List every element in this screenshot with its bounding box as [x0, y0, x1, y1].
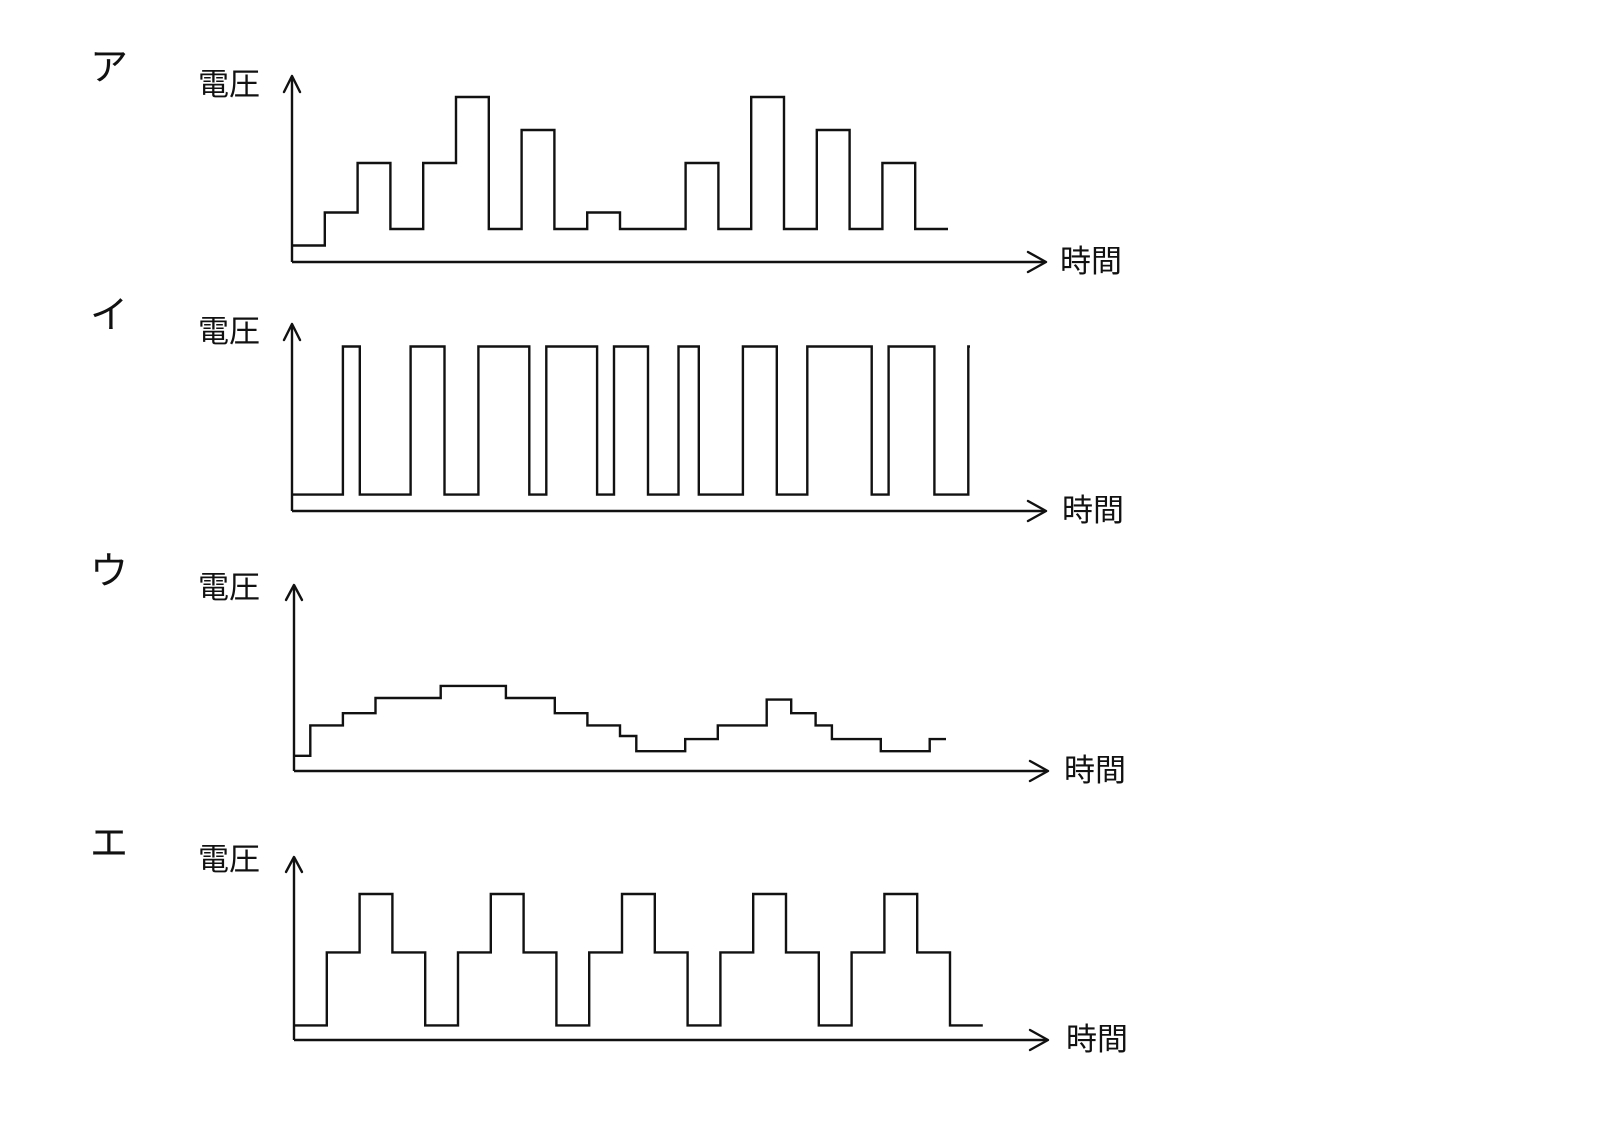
x-axis-label: 時間	[1060, 244, 1122, 280]
y-axis-label: 電圧	[198, 570, 260, 606]
x-axis-arrow-icon	[1026, 499, 1048, 523]
y-axis-arrow-icon	[282, 74, 302, 94]
voltage-waveform	[294, 684, 946, 757]
panel-label: ウ	[90, 549, 128, 593]
panel-label: エ	[90, 821, 128, 865]
panel-a: ア 電圧 時間	[90, 45, 1122, 280]
x-axis-arrow-icon	[1028, 1028, 1050, 1052]
y-axis-label: 電圧	[198, 314, 260, 350]
y-axis-label: 電圧	[198, 842, 260, 878]
y-axis-arrow-icon	[284, 855, 304, 874]
panel-e: エ 電圧 時間	[90, 821, 1128, 1058]
voltage-waveform	[292, 345, 970, 496]
panel-label: イ	[90, 293, 128, 337]
y-axis-label: 電圧	[198, 67, 260, 103]
x-axis-arrow-icon	[1026, 250, 1048, 274]
x-axis-label: 時間	[1066, 1022, 1128, 1058]
x-axis-label: 時間	[1062, 493, 1124, 529]
panel-label: ア	[90, 45, 128, 89]
voltage-waveform	[292, 95, 948, 247]
voltage-waveform	[294, 892, 983, 1027]
panel-u: ウ 電圧 時間	[90, 549, 1126, 789]
y-axis-arrow-icon	[284, 583, 304, 602]
y-axis-arrow-icon	[282, 322, 302, 342]
x-axis-arrow-icon	[1028, 759, 1050, 783]
panel-i: イ 電圧 時間	[90, 293, 1124, 529]
x-axis-label: 時間	[1064, 753, 1126, 789]
